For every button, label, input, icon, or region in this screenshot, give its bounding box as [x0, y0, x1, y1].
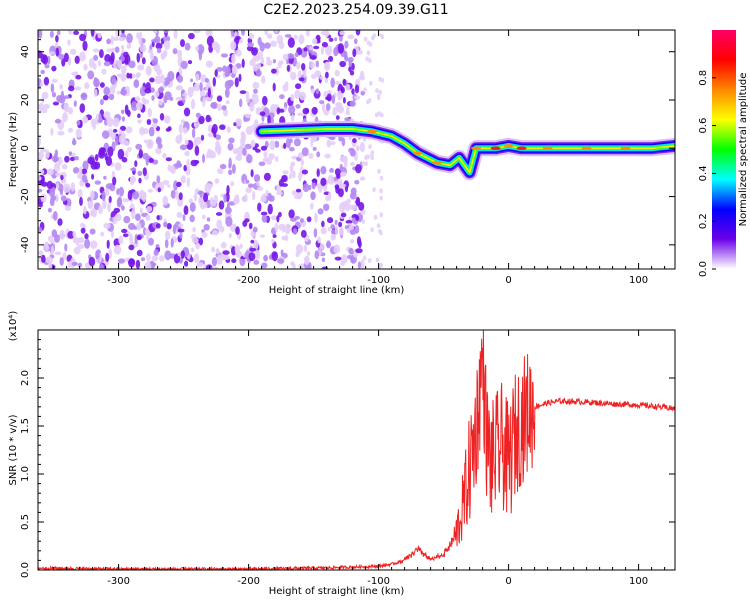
bottom-x-tick-label: 0 [505, 576, 511, 587]
bottom-frame [37, 329, 676, 571]
bottom-y-axis-label: SNR (10 * v/v) [8, 414, 19, 485]
chart-title: C2E2.2023.254.09.39.G11 [263, 2, 449, 18]
bottom-x-axis-label: Height of straight line (km) [269, 586, 405, 597]
top-x-tick-label: 0 [505, 275, 511, 286]
ridge-peak-14 [516, 146, 527, 151]
top-x-tick-label: 100 [629, 275, 648, 286]
bottom-y-multiplier: (x10⁴) [8, 311, 19, 342]
colorbar-tick-label: 0.6 [698, 118, 709, 134]
bottom-y-tick-label: 1.0 [20, 466, 31, 482]
snr-series-line [38, 330, 675, 570]
colorbar-tick-label: 0.0 [698, 261, 709, 277]
bottom-x-tick-label: -100 [367, 576, 390, 587]
bottom-y-tick-label: 1.5 [20, 418, 31, 434]
ridge-peak-6 [412, 151, 423, 155]
bottom-y-tick-label: 2.0 [20, 370, 31, 386]
top-y-tick-label: 20 [20, 94, 31, 107]
colorbar-gradient [712, 30, 736, 269]
top-x-tick-label: -300 [107, 275, 130, 286]
bottom-y-tick-label: 0.0 [20, 562, 31, 578]
bottom-x-tick-label: -200 [237, 576, 260, 587]
colorbar-label: Normalized spectral amplitude [738, 73, 749, 227]
ridge-peak-7 [432, 161, 443, 165]
ridge-peak-12 [490, 146, 501, 151]
top-frame [37, 29, 676, 270]
snr-plot: -300 -200 -100 0 100 Height of straight line … [8, 311, 676, 597]
top-y-tick-label: -20 [20, 188, 31, 204]
ridge-peak-17 [620, 146, 631, 151]
colorbar-tick-label: 0.8 [698, 70, 709, 86]
ridge-peak-3 [367, 129, 378, 134]
signal-ridge [253, 121, 675, 181]
ridge-peak-13 [503, 144, 514, 148]
ridge-peak-15 [542, 146, 553, 151]
ridge-peak-16 [581, 146, 592, 151]
top-y-tick-label: 0 [20, 145, 31, 151]
top-x-tick-label: -200 [237, 275, 260, 286]
top-y-tick-label: -40 [20, 237, 31, 253]
bottom-x-tick-label: -300 [107, 576, 130, 587]
bottom-x-tick-label: 100 [629, 576, 648, 587]
top-y-axis-label: Frequency (Hz) [8, 112, 19, 188]
top-x-tick-label: -100 [367, 275, 390, 286]
ridge-peak-11 [471, 146, 482, 151]
noise-speckle [38, 30, 385, 269]
top-x-axis-label: Height of straight line (km) [269, 285, 405, 296]
colorbar-tick-label: 0.4 [698, 165, 709, 181]
bottom-y-tick-label: 0.5 [20, 514, 31, 530]
top-y-tick-label: 40 [20, 45, 31, 58]
colorbar-tick-label: 0.2 [698, 213, 709, 229]
colorbar: 0.0 0.2 0.4 0.6 0.8 Normalized spectral ampli… [698, 30, 749, 277]
